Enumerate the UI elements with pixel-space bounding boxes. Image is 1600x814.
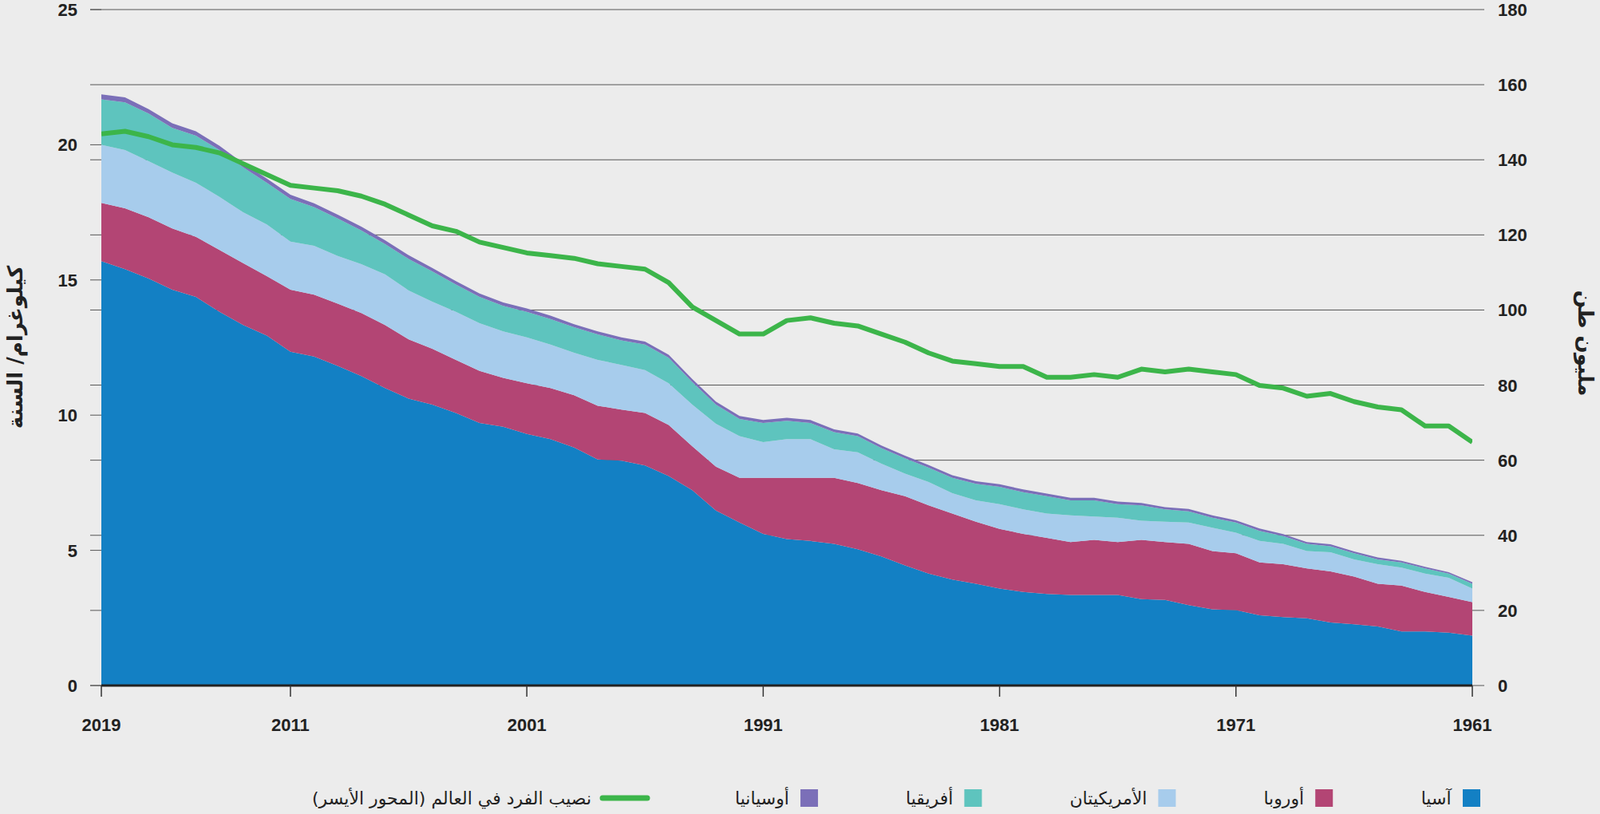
legend-key	[800, 789, 818, 807]
legend-label: نصيب الفرد في العالم (المحور الأيسر)	[312, 787, 592, 810]
y2-tick-label: 60	[1497, 450, 1518, 471]
x-tick-label: 2011	[271, 715, 310, 735]
line	[101, 130, 1473, 443]
y2-tick-label: 160	[1497, 75, 1528, 95]
legend-key	[1315, 789, 1333, 807]
y-tick	[90, 685, 102, 687]
x-tick-label: 1981	[979, 715, 1020, 735]
legend-key	[963, 789, 982, 807]
x-tick	[999, 685, 1001, 697]
plot-area	[101, 94, 1473, 686]
y-tick-label: 0	[67, 675, 78, 696]
y2-tick-label: 80	[1497, 375, 1518, 396]
background	[0, 0, 1600, 814]
x-tick	[762, 685, 765, 697]
legend-key	[1157, 789, 1176, 807]
x-tick-label: 1961	[1453, 715, 1493, 735]
x-tick-label: 1991	[743, 715, 783, 735]
x-tick	[525, 685, 528, 697]
y2-tick-label: 0	[1497, 675, 1508, 696]
grid-line	[90, 9, 1485, 11]
area	[101, 98, 1473, 589]
y-tick-label: 20	[58, 134, 78, 155]
legend-label: أفريقيا	[905, 786, 953, 809]
y-axis-title: كيلوغرام/ السنة	[3, 264, 28, 429]
grid-line	[90, 84, 1485, 86]
y-tick	[90, 9, 102, 11]
y2-tick-label: 100	[1497, 300, 1528, 320]
legend-label: أوروبا	[1263, 786, 1304, 809]
x-tick	[1235, 685, 1237, 697]
y-tick	[90, 549, 102, 551]
y2-tick-label: 120	[1497, 225, 1528, 245]
x-axis-line	[101, 684, 1473, 688]
y-tick-label: 10	[58, 405, 78, 426]
area	[101, 94, 1473, 584]
y2-tick-label: 40	[1497, 525, 1518, 546]
x-tick	[289, 685, 292, 697]
legend-label: أوسيانيا	[734, 786, 790, 809]
x-tick-label: 2001	[507, 715, 547, 735]
grid-line	[90, 685, 1485, 687]
y-tick-label: 25	[58, 0, 78, 20]
legend-label: آسيا	[1421, 787, 1453, 809]
y-tick	[90, 144, 102, 146]
legend-key	[602, 795, 648, 802]
y-tick-label: 5	[67, 541, 78, 561]
grid-line	[90, 159, 1485, 161]
y2-tick-label: 20	[1497, 600, 1518, 621]
legend: آسيا أوروبا الأمريكيتان أفريقيا أوسيانيا نصيب…	[312, 786, 1481, 810]
x-tick	[100, 685, 103, 697]
y2-tick-label: 140	[1497, 150, 1528, 170]
legend-label: الأمريكيتان	[1069, 787, 1147, 809]
x-tick	[1471, 685, 1474, 697]
y2-axis-title: مليون طن	[1572, 290, 1598, 397]
legend-key	[1462, 789, 1481, 807]
grid	[90, 9, 1485, 686]
y-tick	[90, 279, 102, 281]
chart: 0 20 40 60 80 100 120 140 160 180 0 5 10 15 20 25 2019 20…	[0, 0, 1600, 814]
y2-tick-label: 180	[1497, 0, 1528, 20]
x-tick-label: 1971	[1216, 715, 1256, 735]
y-tick	[90, 414, 102, 416]
y-tick-label: 15	[58, 270, 78, 291]
x-tick-label: 2019	[82, 715, 122, 735]
